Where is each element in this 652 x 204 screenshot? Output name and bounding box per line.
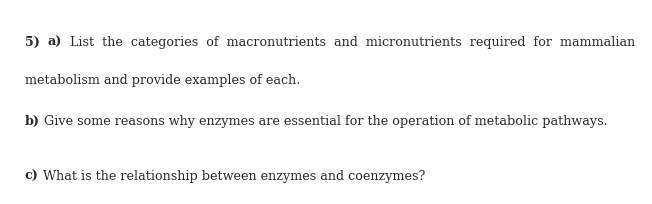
Text: metabolism and provide examples of each.: metabolism and provide examples of each. [25,74,300,88]
Text: What is the relationship between enzymes and coenzymes?: What is the relationship between enzymes… [38,170,425,183]
Text: a): a) [48,36,62,49]
Text: b): b) [25,115,40,128]
Text: c): c) [25,170,38,183]
Text: 5): 5) [25,36,40,49]
Text: List  the  categories  of  macronutrients  and  micronutrients  required  for  m: List the categories of macronutrients an… [62,36,635,49]
Text: Give some reasons why enzymes are essential for the operation of metabolic pathw: Give some reasons why enzymes are essent… [40,115,608,128]
